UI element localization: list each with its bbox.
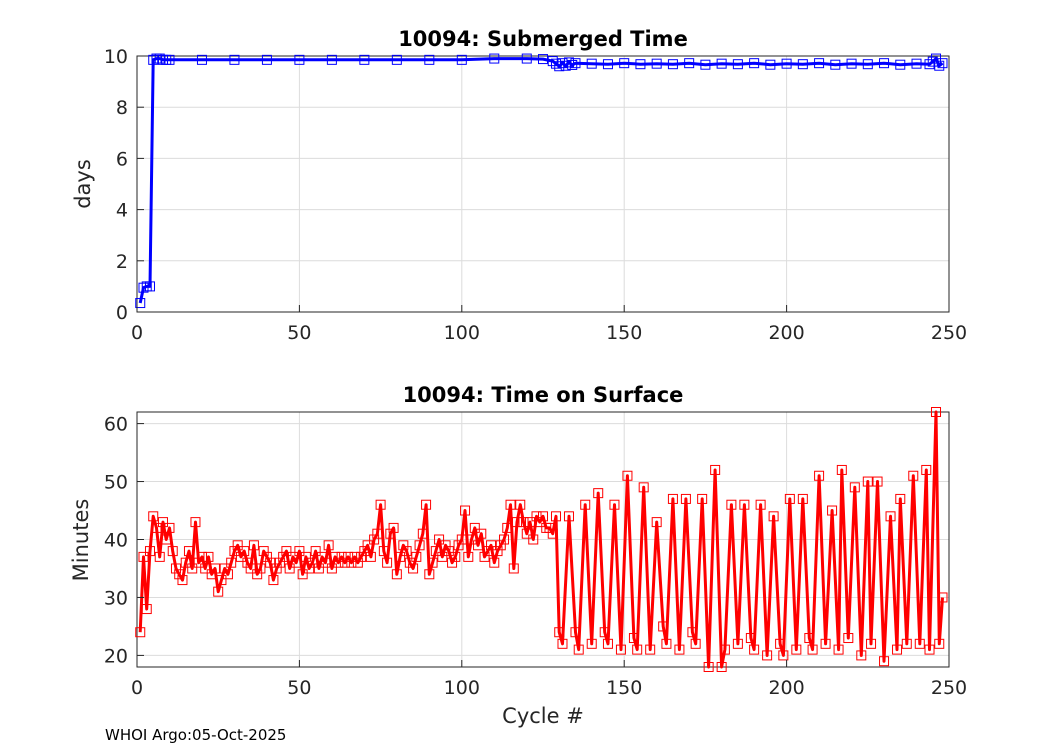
- figure: 0 50 100 150 200 2500246810 10094: Submerged …: [0, 0, 1050, 750]
- surface-time-chart: 0 50 100 150 200 250 20 30 40 50 60 10094: Time on…: [69, 383, 967, 728]
- surface-y-tick-label: 50: [104, 472, 128, 494]
- surface-y-tick-label: 30: [104, 587, 128, 609]
- submerged-x-tick-label: 150: [606, 322, 642, 344]
- submerged-x-tick-label: 100: [444, 322, 480, 344]
- submerged-y-tick-label: 6: [116, 148, 128, 170]
- submerged-series-line: [140, 59, 942, 303]
- surface-y-tick-label: 20: [104, 645, 128, 667]
- submerged-y-tick-label: 2: [116, 251, 128, 273]
- submerged-y-tick-label: 4: [116, 200, 128, 222]
- submerged-y-tick-label: 10: [104, 46, 128, 68]
- submerged-x-tick-label: 200: [768, 322, 804, 344]
- submerged-y-tick-label: 0: [116, 302, 128, 324]
- surface-x-tick-label: 100: [444, 677, 480, 699]
- surface-x-tick-label: 0: [131, 677, 143, 699]
- surface-x-tick-label: 250: [931, 677, 967, 699]
- surface-y-tick-label: 40: [104, 530, 128, 552]
- submerged-chart-title: 10094: Submerged Time: [398, 27, 688, 51]
- footer-stamp: WHOI Argo:05-Oct-2025: [105, 726, 286, 744]
- surface-x-tick-label: 200: [768, 677, 804, 699]
- submerged-x-tick-label: 0: [131, 322, 143, 344]
- surface-x-tick-label: 150: [606, 677, 642, 699]
- submerged-y-axis-label: days: [71, 159, 95, 209]
- surface-y-axis-label: Minutes: [69, 499, 93, 582]
- surface-x-tick-label: 50: [287, 677, 311, 699]
- submerged-x-tick-label: 50: [287, 322, 311, 344]
- surface-chart-title: 10094: Time on Surface: [403, 383, 684, 407]
- surface-y-tick-label: 60: [104, 414, 128, 436]
- submerged-y-tick-label: 8: [116, 97, 128, 119]
- submerged-plot-frame: [137, 56, 949, 312]
- submerged-x-tick-label: 250: [931, 322, 967, 344]
- surface-x-axis-label: Cycle #: [502, 704, 584, 728]
- submerged-time-chart: 0 50 100 150 200 250 0 2 4 6 8 10 10094: Submerged …: [71, 27, 967, 344]
